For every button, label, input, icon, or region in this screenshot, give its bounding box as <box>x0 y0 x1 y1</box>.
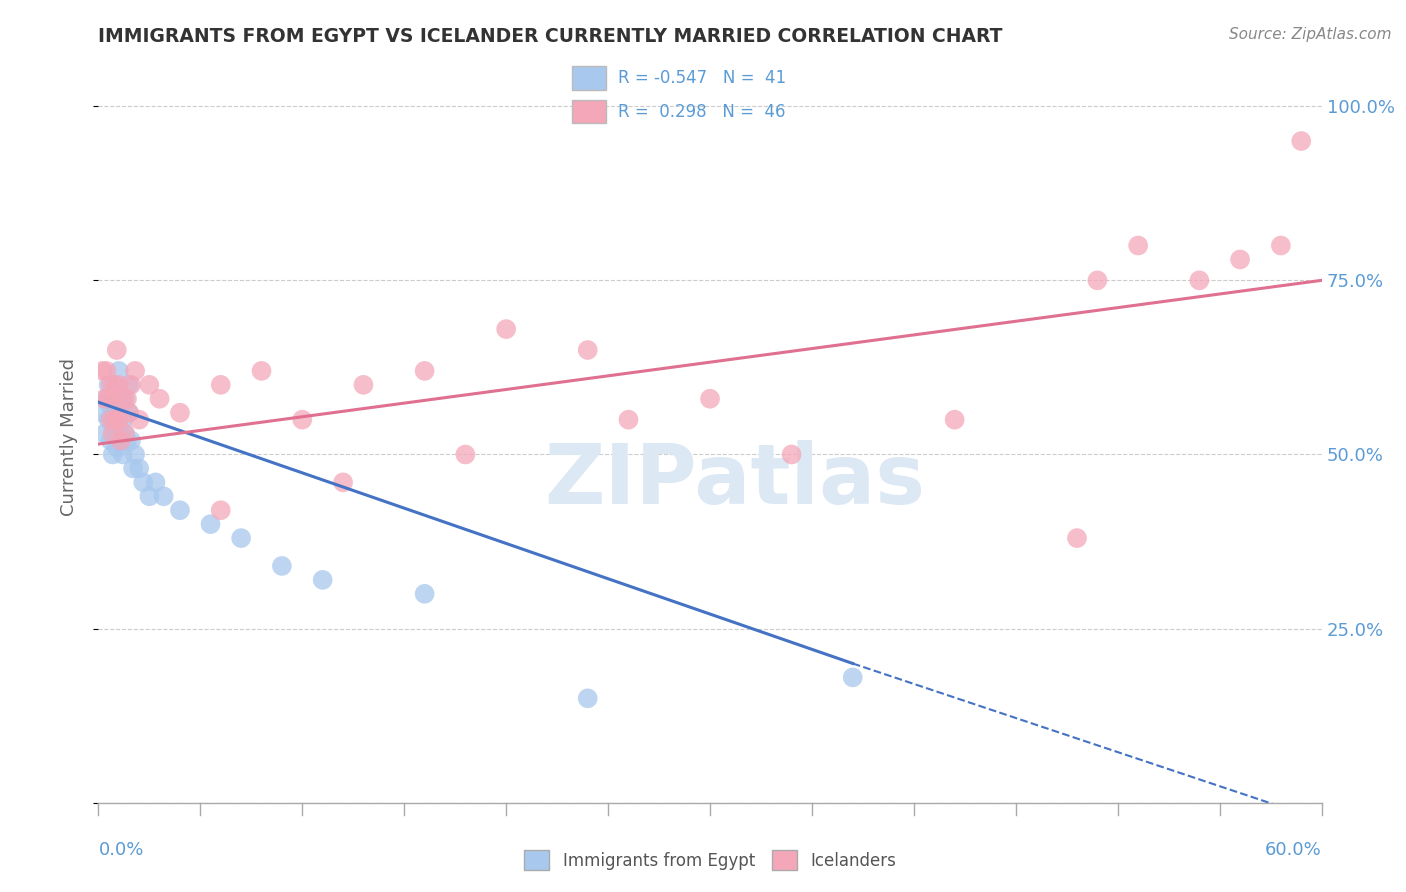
Point <box>1229 252 1251 267</box>
FancyBboxPatch shape <box>572 66 606 89</box>
Point <box>149 392 172 406</box>
Point <box>124 448 146 462</box>
Point <box>96 364 118 378</box>
Point <box>169 503 191 517</box>
Point <box>101 426 124 441</box>
Point <box>138 377 160 392</box>
Point <box>118 406 141 420</box>
Point <box>576 691 599 706</box>
Point <box>101 412 124 426</box>
Point <box>111 448 134 462</box>
Point <box>114 392 136 406</box>
Point <box>104 412 127 426</box>
Legend: Immigrants from Egypt, Icelanders: Immigrants from Egypt, Icelanders <box>516 841 904 879</box>
Point <box>352 377 374 392</box>
Point <box>91 406 114 420</box>
Point <box>132 475 155 490</box>
Point <box>312 573 335 587</box>
Point <box>1085 273 1108 287</box>
Point <box>152 489 174 503</box>
Point <box>100 399 122 413</box>
Point <box>231 531 253 545</box>
Point <box>93 426 115 441</box>
Point <box>93 392 115 406</box>
Point <box>291 412 314 426</box>
Point <box>104 392 127 406</box>
Point <box>115 392 138 406</box>
Point <box>114 426 136 441</box>
Text: R =  0.298   N =  46: R = 0.298 N = 46 <box>619 103 786 120</box>
Point <box>100 377 122 392</box>
Point <box>101 392 124 406</box>
Point <box>96 392 118 406</box>
Point <box>270 558 294 573</box>
Point <box>1188 273 1211 287</box>
Point <box>108 419 131 434</box>
Point <box>454 448 477 462</box>
Text: Source: ZipAtlas.com: Source: ZipAtlas.com <box>1229 27 1392 42</box>
Point <box>699 392 721 406</box>
Point <box>118 406 141 420</box>
Point <box>101 448 124 462</box>
Point <box>110 434 132 448</box>
Point <box>120 377 142 392</box>
Point <box>413 364 436 378</box>
Text: 60.0%: 60.0% <box>1265 841 1322 859</box>
Point <box>943 412 966 426</box>
Point <box>495 322 517 336</box>
Point <box>128 461 150 475</box>
Point <box>108 377 131 392</box>
Point <box>97 377 120 392</box>
Point <box>110 434 132 448</box>
Text: 0.0%: 0.0% <box>98 841 143 859</box>
Text: ZIPatlas: ZIPatlas <box>544 441 925 522</box>
Point <box>105 343 128 357</box>
Point <box>122 461 145 475</box>
Point <box>108 412 131 426</box>
Point <box>110 399 132 413</box>
Point <box>105 441 128 455</box>
Point <box>209 503 232 517</box>
Point <box>145 475 167 490</box>
Point <box>104 377 127 392</box>
Point <box>841 670 863 684</box>
Point <box>97 412 120 426</box>
Point <box>1128 238 1150 252</box>
Text: R = -0.547   N =  41: R = -0.547 N = 41 <box>619 69 786 87</box>
Point <box>104 426 127 441</box>
Point <box>250 364 273 378</box>
Point <box>111 392 134 406</box>
Point <box>1270 238 1292 252</box>
Point <box>115 434 138 448</box>
Point <box>120 434 142 448</box>
Point <box>200 517 222 532</box>
Text: IMMIGRANTS FROM EGYPT VS ICELANDER CURRENTLY MARRIED CORRELATION CHART: IMMIGRANTS FROM EGYPT VS ICELANDER CURRE… <box>98 27 1002 45</box>
Point <box>780 448 803 462</box>
Point <box>108 392 131 406</box>
Point <box>100 412 122 426</box>
FancyBboxPatch shape <box>572 100 606 123</box>
Point <box>128 412 150 426</box>
Point <box>1291 134 1313 148</box>
Point <box>124 364 146 378</box>
Point <box>105 406 128 420</box>
Point <box>91 364 114 378</box>
Point <box>617 412 640 426</box>
Point <box>97 392 120 406</box>
Point <box>105 412 128 426</box>
Point <box>114 426 136 441</box>
Point <box>209 377 232 392</box>
Point <box>111 412 134 426</box>
Point <box>332 475 354 490</box>
Point <box>118 377 141 392</box>
Point <box>576 343 599 357</box>
Point <box>1066 531 1088 545</box>
Point <box>169 406 191 420</box>
Point <box>413 587 436 601</box>
Point <box>138 489 160 503</box>
Point <box>108 364 131 378</box>
Point <box>100 434 122 448</box>
Y-axis label: Currently Married: Currently Married <box>59 358 77 516</box>
